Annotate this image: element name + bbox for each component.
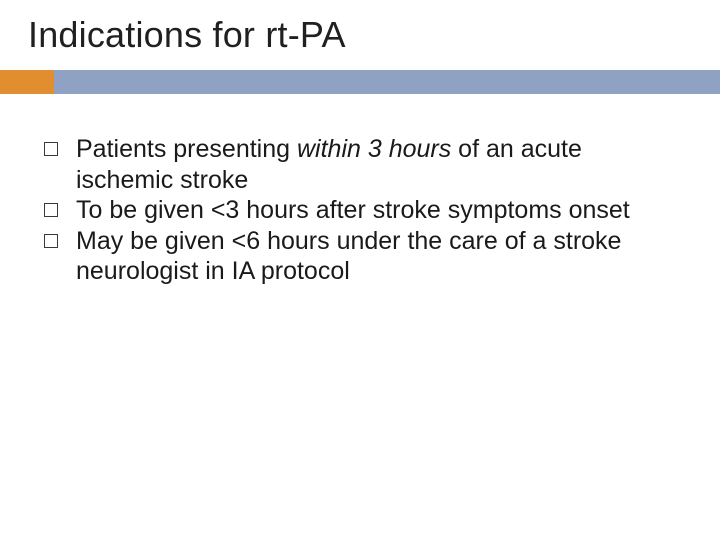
bullet-text: May be given <6 hours under the care of … bbox=[76, 226, 684, 287]
bullet-text: Patients presenting within 3 hours of an… bbox=[76, 134, 684, 195]
bullet-text-em: within 3 hours bbox=[297, 135, 451, 163]
bullet-text-pre: Patients presenting bbox=[76, 135, 297, 163]
bullet-text-pre: To be given <3 hours after stroke sympto… bbox=[76, 196, 630, 224]
bullet-list: Patients presenting within 3 hours of an… bbox=[44, 134, 684, 287]
accent-bar bbox=[0, 70, 720, 94]
bullet-icon bbox=[44, 142, 58, 156]
list-item: Patients presenting within 3 hours of an… bbox=[44, 134, 684, 195]
bullet-icon bbox=[44, 203, 58, 217]
accent-bar-orange bbox=[0, 70, 54, 94]
slide-title: Indications for rt-PA bbox=[28, 14, 346, 56]
slide: Indications for rt-PA Patients presentin… bbox=[0, 0, 720, 540]
accent-bar-grey bbox=[54, 70, 720, 94]
list-item: To be given <3 hours after stroke sympto… bbox=[44, 195, 684, 226]
bullet-text-pre: May be given <6 hours under the care of … bbox=[76, 227, 621, 286]
bullet-icon bbox=[44, 234, 58, 248]
list-item: May be given <6 hours under the care of … bbox=[44, 226, 684, 287]
bullet-text: To be given <3 hours after stroke sympto… bbox=[76, 195, 630, 226]
